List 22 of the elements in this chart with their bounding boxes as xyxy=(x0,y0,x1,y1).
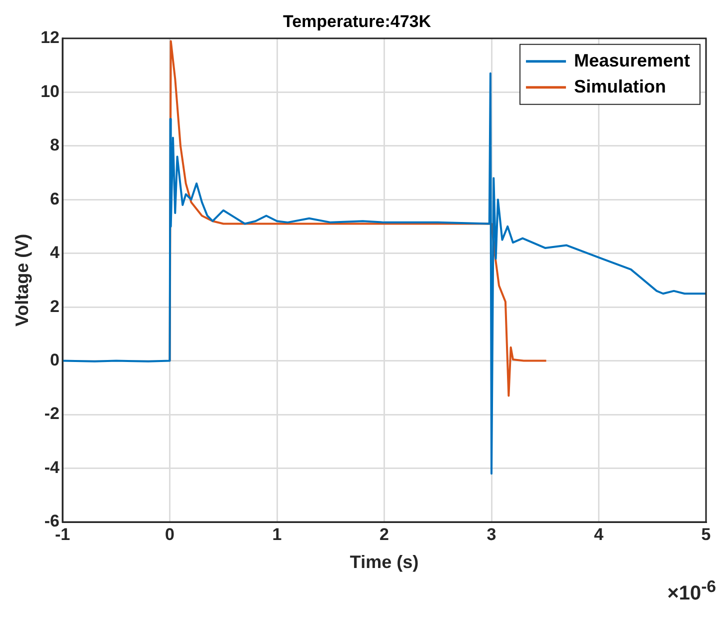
y-axis-title: Voltage (V) xyxy=(12,234,32,327)
y-tick-label: 4 xyxy=(50,243,60,262)
legend-label: Simulation xyxy=(574,76,666,96)
y-tick-label: 12 xyxy=(40,28,60,48)
y-tick-label: 0 xyxy=(50,350,60,370)
x-tick-label: 3 xyxy=(486,524,496,544)
x-tick-label: 4 xyxy=(594,524,604,544)
text: ×10$^{-6}$ xyxy=(667,577,716,606)
y-tick-label: -4 xyxy=(44,458,60,477)
x-tick-label: 2 xyxy=(380,524,389,544)
x-axis-title: Time (s) xyxy=(350,552,419,572)
x-tick-label: 1 xyxy=(272,524,282,544)
chart-title: Temperature:473K xyxy=(282,12,432,31)
y-tick-label: -2 xyxy=(44,404,60,424)
y-tick-label: -6 xyxy=(44,512,60,531)
y-tick-label: 6 xyxy=(50,189,60,208)
x-tick-label: 5 xyxy=(701,524,711,544)
x-tick-label: 0 xyxy=(165,524,174,544)
y-tick-label: 2 xyxy=(50,296,60,316)
y-tick-label: 10 xyxy=(40,82,60,101)
legend-label: Measurement xyxy=(574,50,690,70)
y-tick-label: 8 xyxy=(50,136,60,155)
